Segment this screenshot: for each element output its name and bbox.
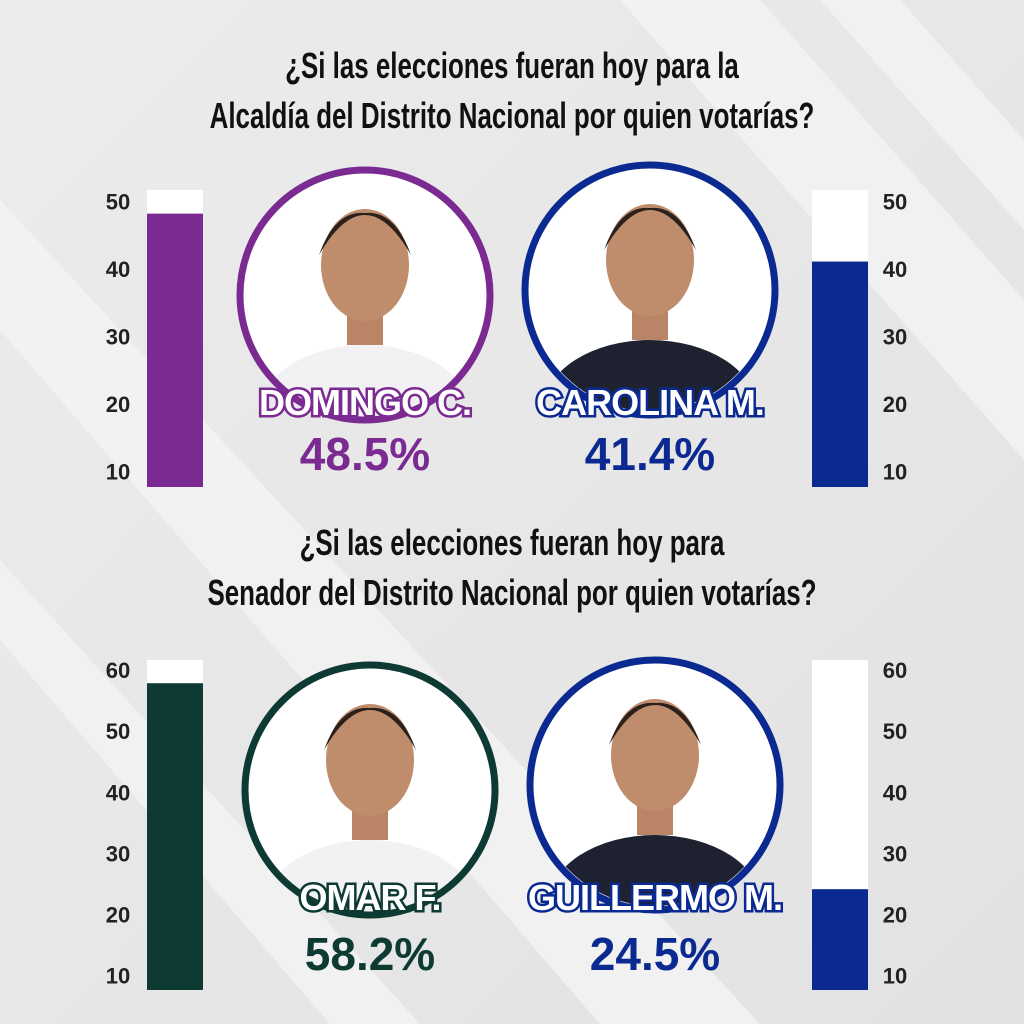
photo	[543, 204, 757, 411]
gauge-bar	[812, 889, 868, 990]
title-line-group: ¿Si las elecciones fueran hoy para la	[285, 46, 739, 86]
title-line-group: Alcaldía del Distrito Nacional por quien…	[210, 96, 815, 136]
photo	[263, 704, 477, 911]
photo	[258, 209, 472, 416]
vote-percentage: 48.5%	[300, 428, 430, 480]
y-tick-label: 20	[106, 392, 130, 417]
y-tick-label: 40	[106, 780, 130, 805]
y-tick-label: 40	[883, 780, 907, 805]
y-tick-label: 60	[883, 658, 907, 683]
section-title: Alcaldía del Distrito Nacional por quien…	[210, 96, 815, 136]
y-tick-label: 20	[883, 902, 907, 927]
y-tick-label: 30	[883, 324, 907, 349]
y-tick-label: 30	[106, 324, 130, 349]
photo-hair	[324, 707, 416, 750]
y-tick-label: 50	[883, 719, 907, 744]
y-tick-label: 10	[883, 964, 907, 989]
photo-hair	[609, 702, 701, 745]
y-tick-label: 60	[106, 658, 130, 683]
photo-face	[326, 704, 414, 816]
section-title: ¿Si las elecciones fueran hoy para	[300, 523, 725, 563]
photo-face	[321, 209, 409, 321]
y-tick-label: 10	[106, 964, 130, 989]
photo-face	[606, 204, 694, 316]
y-tick-label: 50	[883, 189, 907, 214]
photo-hair	[604, 207, 696, 250]
title-line-group: Senador del Distrito Nacional por quien …	[207, 573, 816, 613]
vote-percentage: 24.5%	[590, 928, 720, 980]
gauge-bar	[147, 213, 203, 487]
y-tick-label: 40	[883, 257, 907, 282]
candidate-name: OMAR F.	[300, 877, 441, 918]
y-tick-label: 10	[883, 459, 907, 484]
section-title: ¿Si las elecciones fueran hoy para la	[285, 46, 739, 86]
candidate-name: GUILLERMO M.	[528, 877, 782, 918]
vote-percentage: 58.2%	[305, 928, 435, 980]
y-tick-label: 50	[106, 189, 130, 214]
candidate-name: CAROLINA M.	[536, 382, 764, 423]
photo-body	[263, 840, 477, 911]
photo-hair	[319, 212, 411, 255]
photo-body	[258, 345, 472, 416]
y-tick-label: 20	[883, 392, 907, 417]
photo-face	[611, 699, 699, 811]
section-title: Senador del Distrito Nacional por quien …	[207, 573, 816, 613]
candidate-name: DOMINGO C.	[259, 382, 471, 423]
photo	[548, 699, 762, 906]
photo-body	[543, 340, 757, 411]
gauge-bar	[812, 261, 868, 487]
photo-body	[548, 835, 762, 906]
y-tick-label: 40	[106, 257, 130, 282]
poll-section: ¿Si las elecciones fueran hoy para la Alc…	[106, 46, 907, 487]
gauge-bar	[147, 683, 203, 990]
y-tick-label: 10	[106, 459, 130, 484]
vote-percentage: 41.4%	[585, 428, 715, 480]
y-tick-label: 50	[106, 719, 130, 744]
y-tick-label: 30	[883, 841, 907, 866]
y-tick-label: 30	[106, 841, 130, 866]
y-tick-label: 20	[106, 902, 130, 927]
poll-section: ¿Si las elecciones fueran hoy para Senado…	[106, 523, 907, 990]
title-line-group: ¿Si las elecciones fueran hoy para	[300, 523, 725, 563]
